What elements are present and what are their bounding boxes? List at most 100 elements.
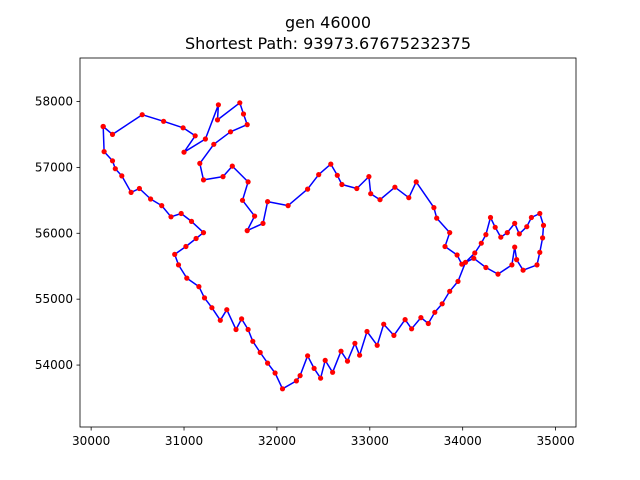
city-point: [311, 365, 317, 371]
axes-frame: [79, 57, 577, 428]
city-point: [184, 275, 190, 281]
city-point: [322, 357, 328, 363]
city-point: [197, 160, 203, 166]
city-point: [260, 220, 266, 226]
city-point: [200, 177, 207, 183]
city-point: [330, 369, 336, 375]
city-point: [245, 326, 251, 333]
city-point: [200, 230, 207, 236]
city-point: [439, 301, 445, 307]
city-point: [172, 251, 178, 257]
city-point: [454, 252, 460, 258]
city-point: [211, 141, 217, 147]
city-point: [237, 100, 243, 106]
city-point: [168, 214, 174, 220]
city-point: [112, 166, 118, 172]
city-point: [100, 123, 106, 130]
city-point: [381, 321, 387, 327]
city-point: [352, 340, 358, 346]
city-point: [101, 149, 107, 155]
city-point: [285, 203, 291, 209]
city-point: [334, 172, 340, 178]
x-tick-label: 31000: [165, 434, 203, 448]
city-point: [159, 203, 165, 209]
city-point: [447, 230, 453, 236]
city-point: [516, 231, 522, 237]
city-point: [183, 243, 189, 250]
city-point: [279, 386, 286, 392]
city-point: [109, 131, 116, 137]
city-point: [512, 244, 518, 250]
city-point: [178, 210, 184, 217]
city-point: [272, 370, 278, 376]
city-point: [109, 158, 116, 164]
city-point: [220, 174, 226, 180]
city-point: [217, 317, 223, 323]
city-point: [265, 199, 271, 205]
city-point: [418, 315, 424, 321]
city-point: [214, 117, 221, 123]
chart-title-shortest-path: Shortest Path: 93973.67675232375: [185, 34, 471, 53]
y-tick-label: 55000: [35, 292, 73, 306]
city-point: [305, 353, 311, 359]
city-point: [487, 214, 494, 221]
city-point: [431, 205, 437, 211]
city-point: [524, 224, 530, 230]
city-point: [293, 378, 299, 384]
city-point: [265, 360, 271, 366]
city-point: [455, 278, 461, 284]
city-point: [498, 234, 504, 240]
city-point: [364, 328, 370, 335]
city-point: [512, 220, 518, 226]
chart-title-generation: gen 46000: [285, 13, 371, 32]
city-point: [537, 210, 543, 217]
city-point: [425, 320, 431, 327]
city-point: [192, 133, 198, 139]
city-point: [540, 235, 546, 241]
city-point: [434, 215, 440, 221]
city-point: [504, 230, 510, 236]
city-point: [224, 307, 230, 313]
city-point: [139, 112, 145, 118]
city-point: [297, 373, 303, 379]
city-point: [402, 317, 408, 323]
city-point: [180, 125, 186, 131]
city-point: [181, 149, 187, 155]
x-tick-label: 35000: [536, 434, 574, 448]
x-tick-label: 34000: [444, 434, 482, 448]
city-point: [209, 305, 215, 311]
city-point: [447, 288, 453, 294]
city-point: [374, 342, 380, 348]
city-point: [391, 332, 397, 338]
city-point: [229, 163, 235, 169]
city-point: [344, 358, 351, 364]
city-point: [240, 111, 247, 117]
city-point: [462, 259, 469, 265]
city-point: [471, 255, 477, 261]
city-point: [202, 136, 208, 142]
city-point: [318, 375, 324, 381]
city-point: [483, 232, 489, 238]
city-point: [495, 271, 501, 277]
y-tick-label: 58000: [35, 94, 73, 108]
city-point: [250, 338, 256, 344]
city-layer: [100, 100, 547, 392]
y-tick-label: 56000: [35, 226, 73, 240]
city-point: [196, 284, 202, 290]
x-tick-label: 32000: [258, 434, 296, 448]
city-point: [136, 185, 142, 192]
city-point: [252, 213, 258, 219]
city-point: [227, 129, 234, 135]
y-tick-label: 54000: [35, 358, 73, 372]
city-point: [188, 218, 195, 224]
city-point: [328, 161, 334, 167]
city-point: [478, 240, 484, 246]
city-point: [239, 197, 246, 203]
city-point: [338, 348, 344, 354]
city-point: [534, 262, 540, 268]
city-point: [368, 191, 374, 197]
city-point: [316, 172, 322, 178]
city-point: [366, 174, 372, 180]
